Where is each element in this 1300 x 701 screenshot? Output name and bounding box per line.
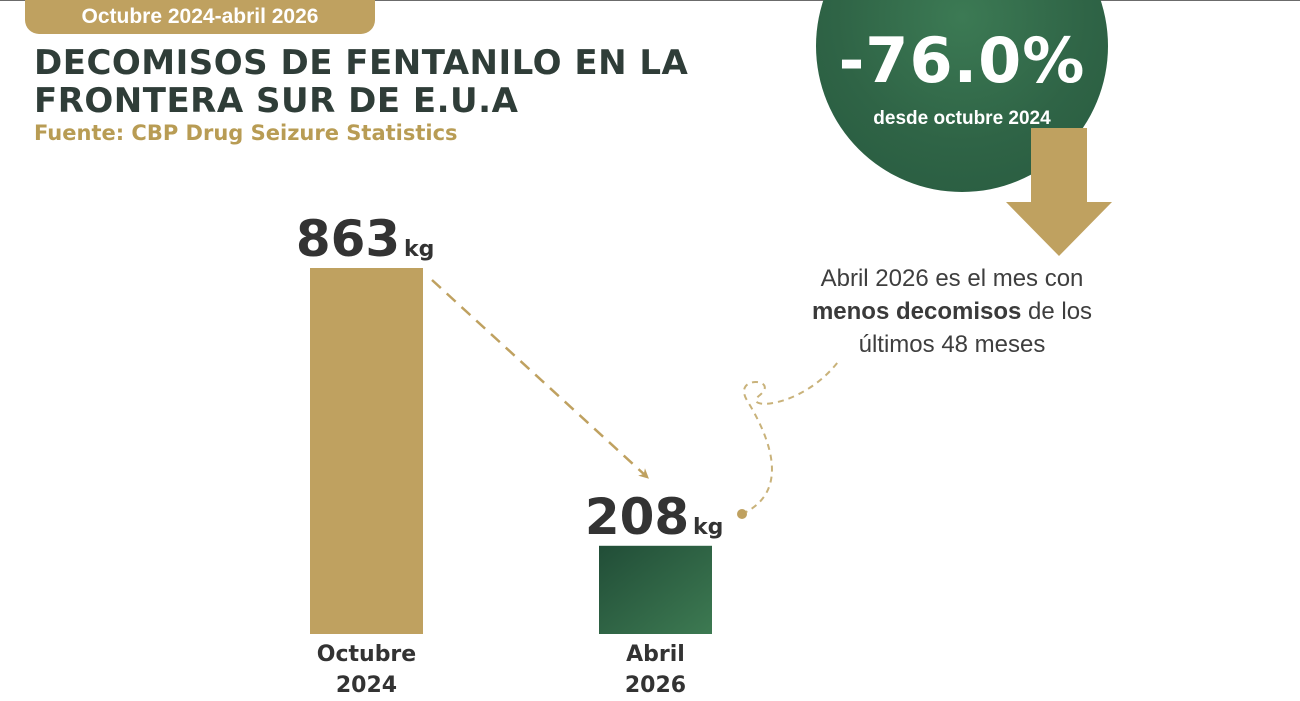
bar-unit-label-0: kg: [404, 237, 434, 262]
bar-0: [310, 268, 423, 634]
bar-value-label-0: 863: [296, 210, 400, 268]
title-line-2: FRONTERA SUR DE E.U.A: [34, 81, 519, 121]
page-title: DECOMISOS DE FENTANILO EN LA FRONTERA SU…: [34, 43, 689, 121]
annotation-note: Abril 2026 es el mes con menos decomisos…: [792, 262, 1112, 361]
connector-dot: [737, 509, 747, 519]
down-arrow-icon: [1006, 128, 1112, 256]
title-line-1: DECOMISOS DE FENTANILO EN LA: [34, 43, 689, 83]
period-tab: Octubre 2024-abril 2026: [25, 0, 375, 34]
bar-1: [599, 545, 712, 634]
note-text-post: meses: [968, 331, 1046, 358]
connector-curve: [741, 361, 839, 515]
source-label: Fuente: CBP Drug Seizure Statistics: [34, 121, 458, 145]
note-text-mid: de los últimos: [858, 298, 1093, 358]
trend-arrow: [431, 279, 649, 479]
period-tab-label: Octubre 2024-abril 2026: [81, 5, 319, 28]
category-label-0: Octubre 2024: [297, 639, 437, 701]
category-label-1-line-0: Abril: [626, 642, 685, 667]
note-number: 48: [941, 331, 969, 358]
bar-unit-label-1: kg: [693, 515, 723, 540]
category-label-1: Abril 2026: [586, 639, 726, 701]
percent-change: -76.0%: [838, 24, 1086, 97]
category-label-0-line-0: Octubre: [316, 642, 417, 667]
category-label-0-line-1: 2024: [335, 673, 398, 698]
note-text-bold: menos decomisos: [811, 298, 1022, 325]
down-arrow-shape: [1006, 128, 1112, 256]
note-text-pre: Abril 2026 es el mes con: [820, 265, 1084, 292]
category-label-1-line-1: 2026: [624, 673, 687, 698]
bar-value-label-1: 208: [585, 488, 689, 546]
percent-change-subtitle: desde octubre 2024: [873, 108, 1051, 129]
bars-layer: [310, 268, 712, 634]
top-border-line: [0, 0, 1300, 1]
